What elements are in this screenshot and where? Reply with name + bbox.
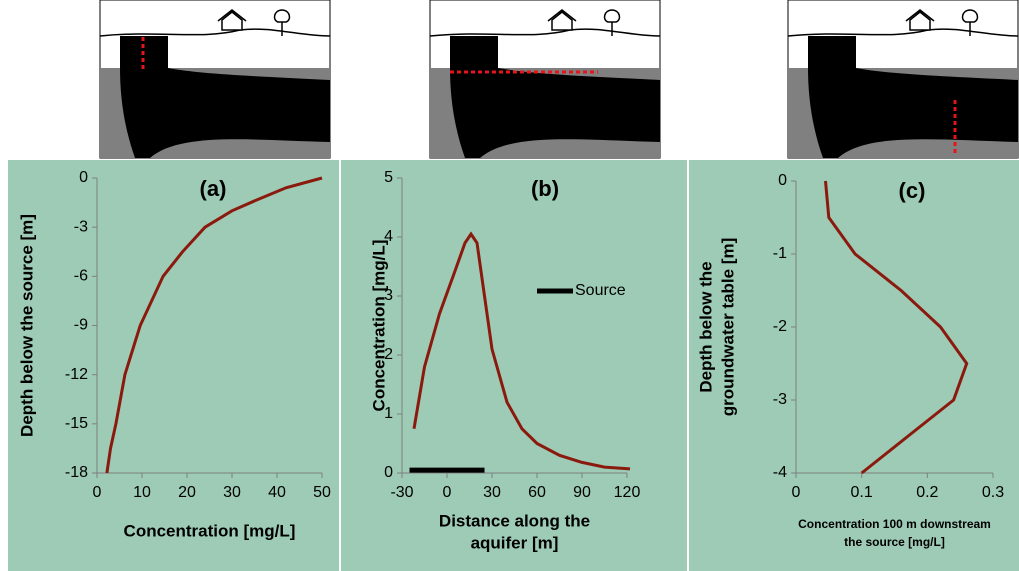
data-line	[824, 180, 969, 475]
data-line	[412, 231, 631, 471]
y-tick-label: -9	[74, 317, 88, 334]
x-tick-label: 40	[268, 484, 286, 501]
x-tick-label: 10	[133, 484, 151, 501]
schematic	[99, 0, 331, 159]
y-tick-label: 0	[79, 169, 88, 186]
x-tick-label: 0.2	[916, 484, 938, 501]
panel-title: (b)	[531, 176, 559, 201]
y-tick-label: -3	[773, 391, 787, 408]
y-tick-label: -2	[773, 318, 787, 335]
data-line	[105, 176, 323, 474]
panel-title: (a)	[200, 176, 227, 201]
x-tick-label: 0	[792, 484, 801, 501]
y-tick-label: -1	[773, 245, 787, 262]
x-tick-label: 30	[223, 484, 241, 501]
y-tick-label: 3	[384, 287, 393, 304]
y-tick-label: 0	[778, 172, 787, 189]
x-tick-label: 90	[573, 484, 591, 501]
x-axis-label: Concentration [mg/L]	[124, 521, 296, 540]
x-tick-label: -30	[390, 484, 413, 501]
y-axis-label: Depth below the	[696, 261, 715, 392]
x-tick-label: 0	[443, 484, 452, 501]
x-tick-label: 0.1	[851, 484, 873, 501]
x-tick-label: 120	[614, 484, 641, 501]
y-tick-label: -12	[65, 366, 88, 383]
panel-background	[8, 160, 1019, 571]
x-axis-label: Distance along the	[439, 511, 590, 530]
x-axis-label: Concentration 100 m downstream	[798, 517, 991, 531]
x-tick-label: 0	[93, 484, 102, 501]
x-tick-label: 60	[528, 484, 546, 501]
x-tick-label: 50	[313, 484, 331, 501]
x-tick-label: 20	[178, 484, 196, 501]
y-tick-label: 1	[384, 405, 393, 422]
y-tick-label: -6	[74, 268, 88, 285]
y-axis-label: Concentration [mg/L]	[369, 240, 388, 412]
schematic	[429, 0, 661, 159]
y-tick-label: 5	[384, 169, 393, 186]
y-tick-label: -4	[773, 464, 787, 481]
x-axis-label: aquifer [m]	[471, 533, 559, 552]
y-tick-label: 4	[384, 228, 393, 245]
x-axis-label: the source [mg/L]	[844, 535, 945, 549]
x-tick-label: 30	[483, 484, 501, 501]
y-axis-label: groundwater table [m]	[718, 238, 737, 417]
y-tick-label: -3	[74, 218, 88, 235]
schematic	[787, 0, 1019, 159]
y-tick-label: -15	[65, 415, 88, 432]
y-tick-label: -18	[65, 464, 88, 481]
legend-label: Source	[575, 282, 626, 299]
y-tick-label: 0	[384, 464, 393, 481]
y-axis-label: Depth below the source [m]	[17, 214, 36, 437]
panel-title: (c)	[899, 178, 926, 203]
x-tick-label: 0.3	[982, 484, 1004, 501]
y-tick-label: 2	[384, 346, 393, 363]
